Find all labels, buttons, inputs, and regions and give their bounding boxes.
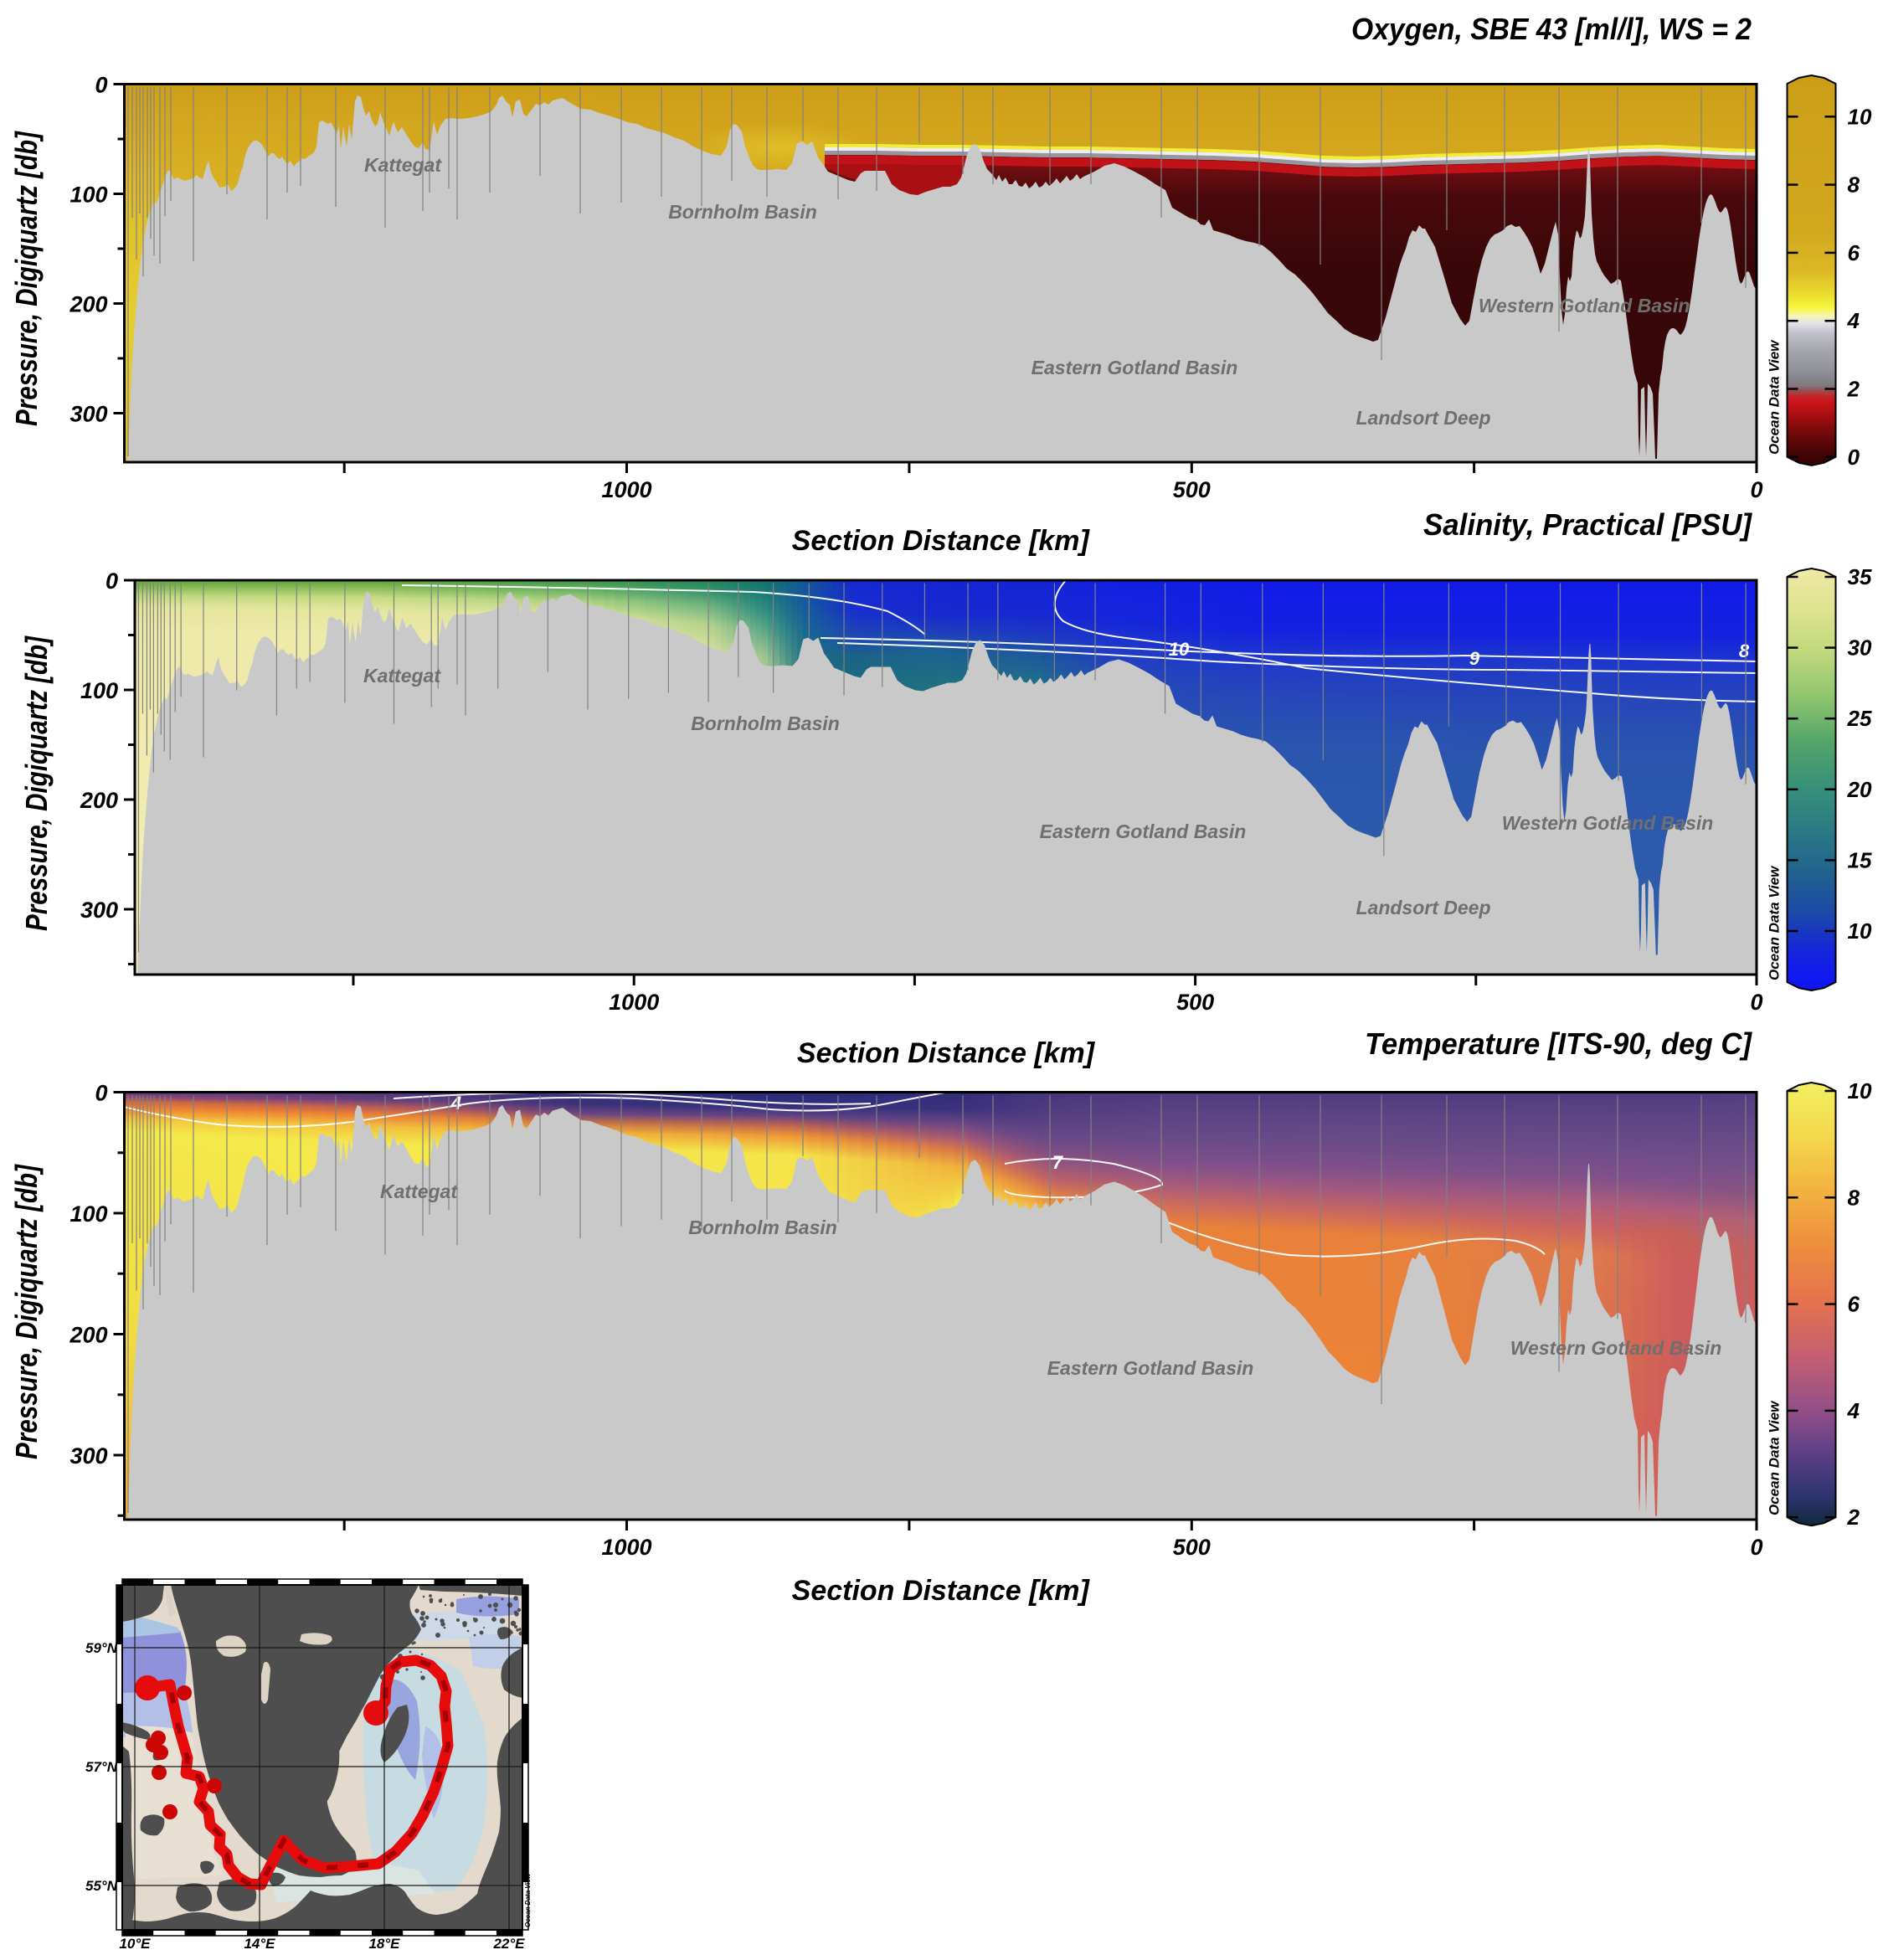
svg-text:0: 0	[95, 73, 107, 98]
svg-text:200: 200	[69, 1323, 107, 1348]
svg-text:8: 8	[1739, 640, 1750, 661]
svg-text:20: 20	[1847, 777, 1872, 802]
svg-text:Pressure, Digiquartz [db]: Pressure, Digiquartz [db]	[19, 635, 54, 931]
svg-text:100: 100	[80, 678, 118, 703]
svg-text:18°E: 18°E	[368, 1936, 400, 1952]
svg-text:0: 0	[95, 1081, 107, 1106]
svg-text:1000: 1000	[609, 990, 659, 1015]
svg-text:9: 9	[1469, 648, 1480, 669]
svg-text:0: 0	[1848, 445, 1860, 470]
svg-text:Ocean Data View: Ocean Data View	[1767, 1400, 1783, 1515]
svg-text:10: 10	[1848, 918, 1872, 944]
svg-text:Kattegat: Kattegat	[380, 1181, 458, 1202]
svg-text:Kattegat: Kattegat	[363, 665, 441, 687]
svg-text:100: 100	[69, 183, 107, 208]
svg-text:10: 10	[1848, 104, 1872, 129]
svg-text:Oxygen, SBE 43 [ml/l], WS = 2: Oxygen, SBE 43 [ml/l], WS = 2	[1351, 12, 1752, 46]
svg-text:500: 500	[1173, 477, 1211, 502]
svg-text:1000: 1000	[601, 1535, 651, 1560]
svg-text:Landsort Deep: Landsort Deep	[1356, 897, 1490, 918]
svg-text:55°N: 55°N	[85, 1878, 118, 1894]
svg-text:22°E: 22°E	[492, 1936, 525, 1952]
svg-text:6: 6	[1848, 1292, 1860, 1317]
svg-text:0: 0	[1750, 1535, 1762, 1560]
svg-text:4: 4	[450, 1093, 461, 1114]
svg-text:0: 0	[1750, 477, 1762, 502]
svg-text:35: 35	[1848, 564, 1872, 589]
svg-text:500: 500	[1176, 990, 1214, 1015]
svg-text:200: 200	[69, 292, 107, 317]
svg-text:Kattegat: Kattegat	[364, 154, 442, 176]
svg-text:Pressure, Digiquartz [db]: Pressure, Digiquartz [db]	[9, 131, 44, 426]
svg-text:30: 30	[1848, 635, 1872, 661]
svg-text:Ocean Data View: Ocean Data View	[1767, 339, 1783, 455]
svg-text:Pressure, Digiquartz [db]: Pressure, Digiquartz [db]	[9, 1164, 44, 1459]
svg-text:Western Gotland Basin: Western Gotland Basin	[1479, 295, 1690, 316]
svg-text:200: 200	[80, 788, 118, 813]
svg-text:4: 4	[1847, 308, 1860, 333]
svg-text:57°N: 57°N	[85, 1759, 118, 1775]
svg-text:Bornholm Basin: Bornholm Basin	[688, 1217, 837, 1238]
svg-text:8: 8	[1848, 172, 1860, 198]
svg-text:Section Distance [km]: Section Distance [km]	[792, 525, 1091, 557]
svg-text:Temperature [ITS-90, deg C]: Temperature [ITS-90, deg C]	[1365, 1026, 1752, 1061]
svg-text:300: 300	[69, 402, 107, 427]
svg-text:8: 8	[1848, 1185, 1860, 1210]
svg-text:59°N: 59°N	[85, 1640, 118, 1656]
svg-text:0: 0	[105, 568, 118, 594]
svg-text:100: 100	[69, 1201, 107, 1227]
svg-text:2: 2	[1847, 1505, 1860, 1530]
svg-text:300: 300	[69, 1443, 107, 1469]
svg-text:10: 10	[1169, 639, 1190, 660]
svg-text:500: 500	[1173, 1535, 1211, 1560]
svg-text:6: 6	[1848, 240, 1860, 265]
svg-text:Ocean Data View: Ocean Data View	[524, 1873, 532, 1927]
svg-text:Ocean Data View: Ocean Data View	[1767, 865, 1783, 980]
svg-text:14°E: 14°E	[244, 1936, 275, 1952]
svg-text:10°E: 10°E	[119, 1936, 151, 1952]
svg-text:Section Distance [km]: Section Distance [km]	[792, 1575, 1091, 1607]
svg-text:Salinity, Practical [PSU]: Salinity, Practical [PSU]	[1423, 507, 1752, 542]
svg-text:300: 300	[80, 898, 118, 923]
svg-text:25: 25	[1847, 706, 1872, 731]
svg-text:Bornholm Basin: Bornholm Basin	[691, 712, 840, 734]
svg-text:7: 7	[1052, 1152, 1064, 1173]
svg-text:2: 2	[1847, 377, 1860, 402]
svg-text:Eastern Gotland Basin: Eastern Gotland Basin	[1047, 1357, 1254, 1379]
svg-text:10: 10	[1848, 1078, 1872, 1103]
svg-text:Eastern Gotland Basin: Eastern Gotland Basin	[1040, 821, 1247, 842]
svg-text:Landsort Deep: Landsort Deep	[1356, 407, 1490, 429]
svg-text:15: 15	[1848, 847, 1872, 872]
svg-text:1000: 1000	[601, 477, 651, 502]
svg-text:0: 0	[1750, 990, 1762, 1015]
svg-text:4: 4	[1847, 1398, 1860, 1423]
svg-text:Bornholm Basin: Bornholm Basin	[668, 201, 817, 223]
svg-text:Western Gotland Basin: Western Gotland Basin	[1502, 812, 1714, 834]
svg-text:Eastern Gotland Basin: Eastern Gotland Basin	[1032, 357, 1238, 378]
svg-text:Section Distance [km]: Section Distance [km]	[797, 1037, 1096, 1069]
svg-text:Western Gotland Basin: Western Gotland Basin	[1510, 1337, 1722, 1359]
